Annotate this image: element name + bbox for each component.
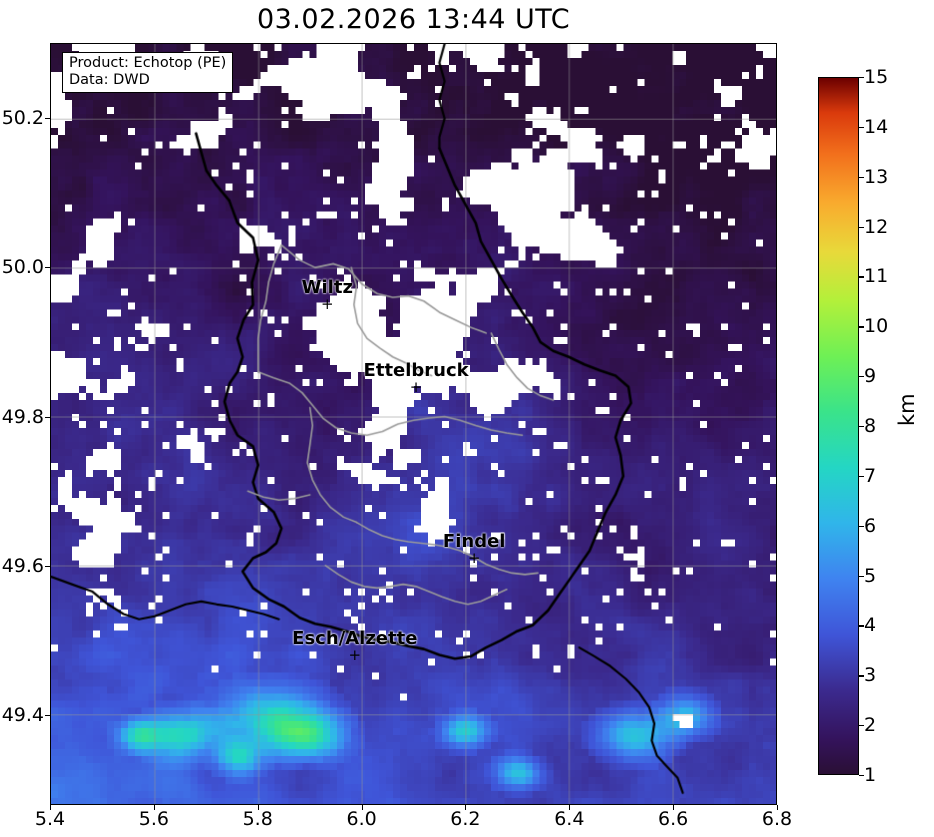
y-tick-mark	[45, 416, 50, 418]
city-cross-icon: +	[409, 377, 423, 396]
city-label: Esch/Alzette	[292, 627, 418, 649]
colorbar-unit-label: km	[895, 393, 919, 426]
x-tick-label: 6.6	[657, 808, 689, 830]
y-tick-mark	[45, 267, 50, 269]
city-label: Ettelbruck	[363, 359, 469, 381]
y-tick-mark	[45, 117, 50, 119]
colorbar-gradient	[819, 78, 858, 774]
colorbar-tick-label: 10	[864, 315, 889, 338]
y-tick-mark	[45, 715, 50, 717]
colorbar-tick-label: 13	[864, 165, 889, 188]
colorbar-tick-label: 15	[864, 66, 889, 88]
city-cross-icon: +	[321, 294, 334, 313]
colorbar-tick-label: 4	[864, 614, 877, 637]
x-tick-mark	[777, 805, 778, 810]
colorbar-tick-label: 1	[864, 764, 877, 786]
city-marker: Findel +	[442, 530, 506, 567]
colorbar-tick-mark	[859, 475, 864, 478]
product-info-box: Product: Echotop (PE) Data: DWD	[62, 52, 234, 94]
colorbar-tick-label: 8	[864, 415, 877, 437]
colorbar-tick-label: 12	[864, 215, 889, 238]
colorbar-tick-label: 9	[864, 365, 877, 388]
y-tick-label: 49.4	[1, 704, 44, 727]
x-tick-label: 6.8	[761, 808, 793, 830]
city-marker: Wiltz +	[301, 276, 353, 313]
y-tick-mark	[45, 565, 50, 567]
info-product-line: Product: Echotop (PE)	[69, 55, 227, 71]
colorbar-tick-mark	[859, 326, 864, 328]
x-tick-mark	[257, 805, 259, 810]
colorbar-tick-label: 14	[864, 115, 889, 138]
colorbar-tick-label: 7	[864, 464, 877, 487]
x-tick-mark	[50, 805, 51, 810]
x-tick-mark	[673, 805, 675, 810]
x-tick-label: 5.4	[34, 808, 66, 830]
colorbar-tick-mark	[859, 575, 864, 577]
x-tick-mark	[153, 805, 155, 810]
city-marker: Esch/Alzette +	[292, 627, 418, 664]
y-tick-label: 50.0	[1, 256, 44, 279]
city-cross-icon: +	[348, 645, 362, 664]
x-tick-mark	[465, 805, 467, 810]
colorbar-tick-mark	[859, 226, 864, 228]
colorbar-tick-mark	[859, 176, 864, 179]
x-tick-label: 5.8	[242, 808, 273, 830]
colorbar-tick-label: 11	[864, 265, 889, 288]
colorbar-tick-label: 3	[864, 664, 877, 687]
colorbar-tick-mark	[859, 126, 864, 129]
colorbar-tick-mark	[859, 625, 864, 627]
colorbar-tick-label: 6	[864, 514, 877, 537]
y-tick-label: 49.6	[1, 554, 44, 577]
colorbar-tick-mark	[859, 77, 864, 79]
page-title: 03.02.2026 13:44 UTC	[256, 4, 571, 35]
colorbar-tick-label: 5	[864, 564, 877, 587]
colorbar-tick-mark	[859, 525, 864, 528]
x-tick-mark	[569, 805, 571, 810]
colorbar-tick-mark	[859, 426, 864, 428]
colorbar-tick-mark	[859, 276, 864, 278]
y-tick-label: 49.8	[1, 405, 44, 428]
colorbar-tick-mark	[859, 725, 864, 727]
colorbar	[818, 77, 859, 775]
colorbar-tick-mark	[859, 376, 864, 378]
colorbar-tick-label: 2	[864, 714, 877, 737]
y-tick-label: 50.2	[1, 106, 44, 129]
city-label: Wiltz	[301, 276, 353, 298]
city-label: Findel	[442, 530, 506, 552]
colorbar-tick-mark	[859, 675, 864, 677]
city-cross-icon: +	[467, 548, 481, 567]
x-tick-label: 5.6	[138, 808, 169, 830]
x-tick-label: 6.0	[346, 808, 377, 830]
x-tick-mark	[361, 805, 363, 810]
city-marker: Ettelbruck +	[363, 359, 469, 396]
map-borders-overlay	[51, 44, 776, 804]
x-tick-label: 6.2	[450, 808, 481, 830]
x-tick-label: 6.4	[554, 808, 585, 830]
info-data-line: Data: DWD	[69, 72, 150, 89]
colorbar-tick-mark	[859, 775, 864, 777]
radar-map-plot[interactable]: Product: Echotop (PE) Data: DWD Wiltz + Et…	[50, 43, 777, 805]
